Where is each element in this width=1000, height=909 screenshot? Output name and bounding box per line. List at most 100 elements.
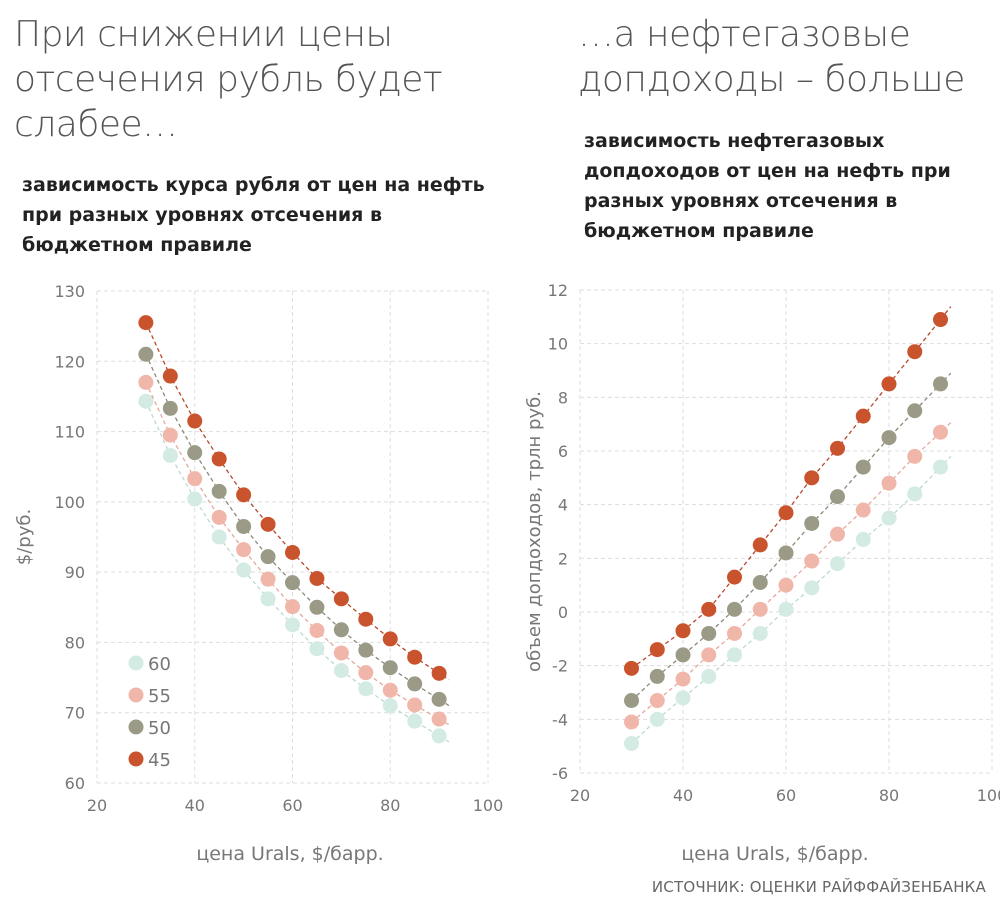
- y-tick-label: 70: [65, 704, 85, 723]
- series-45: [624, 306, 952, 676]
- data-point: [260, 549, 276, 565]
- data-point: [162, 368, 178, 384]
- data-point: [382, 698, 398, 714]
- source-note: ИСТОЧНИК: ОЦЕНКИ РАЙФФАЙЗЕНБАНКА: [651, 878, 986, 896]
- x-axis-label: цена Urals, $/барр.: [196, 843, 383, 865]
- data-point: [727, 569, 742, 585]
- data-point: [624, 735, 639, 751]
- x-tick-label: 40: [673, 786, 693, 805]
- data-point: [830, 489, 845, 505]
- data-point: [752, 625, 768, 641]
- data-point: [285, 599, 300, 615]
- data-point: [804, 515, 820, 531]
- x-tick-label: 100: [977, 786, 1000, 805]
- data-point: [701, 601, 717, 617]
- data-point: [804, 470, 820, 486]
- data-point: [358, 642, 374, 658]
- series-45: [138, 315, 450, 681]
- data-point: [778, 577, 794, 593]
- x-tick-label: 40: [185, 796, 205, 815]
- y-tick-label: 110: [54, 423, 85, 442]
- data-point: [285, 544, 300, 560]
- data-point: [675, 690, 691, 706]
- data-point: [727, 601, 742, 617]
- data-point: [701, 625, 717, 641]
- data-point: [260, 591, 276, 607]
- data-point: [830, 526, 845, 542]
- data-point: [431, 711, 447, 727]
- data-point: [907, 403, 923, 419]
- data-point: [624, 660, 639, 676]
- data-point: [778, 505, 794, 521]
- data-point: [624, 693, 639, 709]
- left-title: При снижении цены отсечения рубль будет …: [14, 14, 443, 145]
- right-subtitle: зависимость нефтегазовых допдоходов от ц…: [584, 130, 951, 242]
- data-point: [830, 556, 845, 572]
- x-tick-label: 20: [570, 786, 590, 805]
- data-point: [407, 649, 423, 665]
- data-point: [881, 510, 897, 526]
- y-axis-label: $/руб.: [14, 509, 35, 565]
- y-tick-label: 90: [65, 563, 85, 582]
- data-point: [187, 471, 203, 487]
- data-point: [855, 532, 871, 548]
- data-point: [907, 344, 923, 360]
- x-tick-label: 80: [879, 786, 899, 805]
- data-point: [804, 580, 820, 596]
- legend-marker: [128, 751, 144, 767]
- data-point: [649, 668, 665, 684]
- data-point: [285, 575, 300, 591]
- data-point: [211, 509, 227, 525]
- x-tick-label: 80: [380, 796, 400, 815]
- data-point: [333, 591, 349, 607]
- data-point: [727, 625, 742, 641]
- data-point: [804, 553, 820, 569]
- left-subtitle: зависимость курса рубля от цен на нефть …: [22, 174, 485, 256]
- data-point: [675, 647, 691, 663]
- data-point: [211, 451, 227, 467]
- legend-marker: [128, 655, 144, 671]
- data-point: [727, 647, 742, 663]
- data-point: [187, 413, 203, 429]
- legend-label: 60: [148, 654, 171, 675]
- data-point: [649, 693, 665, 709]
- data-point: [881, 430, 897, 446]
- y-tick-label: 120: [54, 352, 85, 371]
- x-tick-label: 60: [776, 786, 796, 805]
- data-point: [162, 400, 178, 416]
- series-60: [624, 455, 952, 751]
- data-point: [236, 542, 252, 558]
- data-point: [407, 676, 423, 692]
- data-point: [778, 601, 794, 617]
- series-55: [138, 374, 450, 727]
- chart-1: 20 40 60 80 100 60 70 80 90 100 110 120 130 цена Ural…: [14, 282, 503, 865]
- data-point: [624, 714, 639, 730]
- data-point: [752, 574, 768, 590]
- data-point: [260, 516, 276, 532]
- data-point: [382, 631, 398, 647]
- data-point: [358, 611, 374, 627]
- series-line: [145, 353, 450, 707]
- data-point: [752, 537, 768, 553]
- chart-2: 20 40 60 80 100 -6 -4 -2 0 2 4 6 8 10 12 цена Urals, $/…: [524, 281, 1000, 865]
- y-tick-label: -6: [552, 764, 568, 783]
- data-point: [236, 518, 252, 534]
- y-tick-label: 80: [65, 633, 85, 652]
- data-point: [675, 623, 691, 639]
- data-point: [830, 440, 845, 456]
- y-tick-label: 60: [65, 774, 85, 793]
- data-point: [431, 728, 447, 744]
- data-point: [138, 374, 154, 390]
- data-point: [309, 622, 325, 638]
- series-50: [624, 372, 952, 709]
- x-tick-label: 20: [87, 796, 107, 815]
- data-point: [431, 665, 447, 681]
- data-point: [855, 459, 871, 475]
- data-point: [358, 665, 374, 681]
- data-point: [333, 622, 349, 638]
- legend-label: 45: [148, 750, 171, 771]
- y-tick-label: 100: [54, 493, 85, 512]
- y-tick-label: 2: [558, 549, 568, 568]
- data-point: [701, 647, 717, 663]
- data-point: [333, 645, 349, 661]
